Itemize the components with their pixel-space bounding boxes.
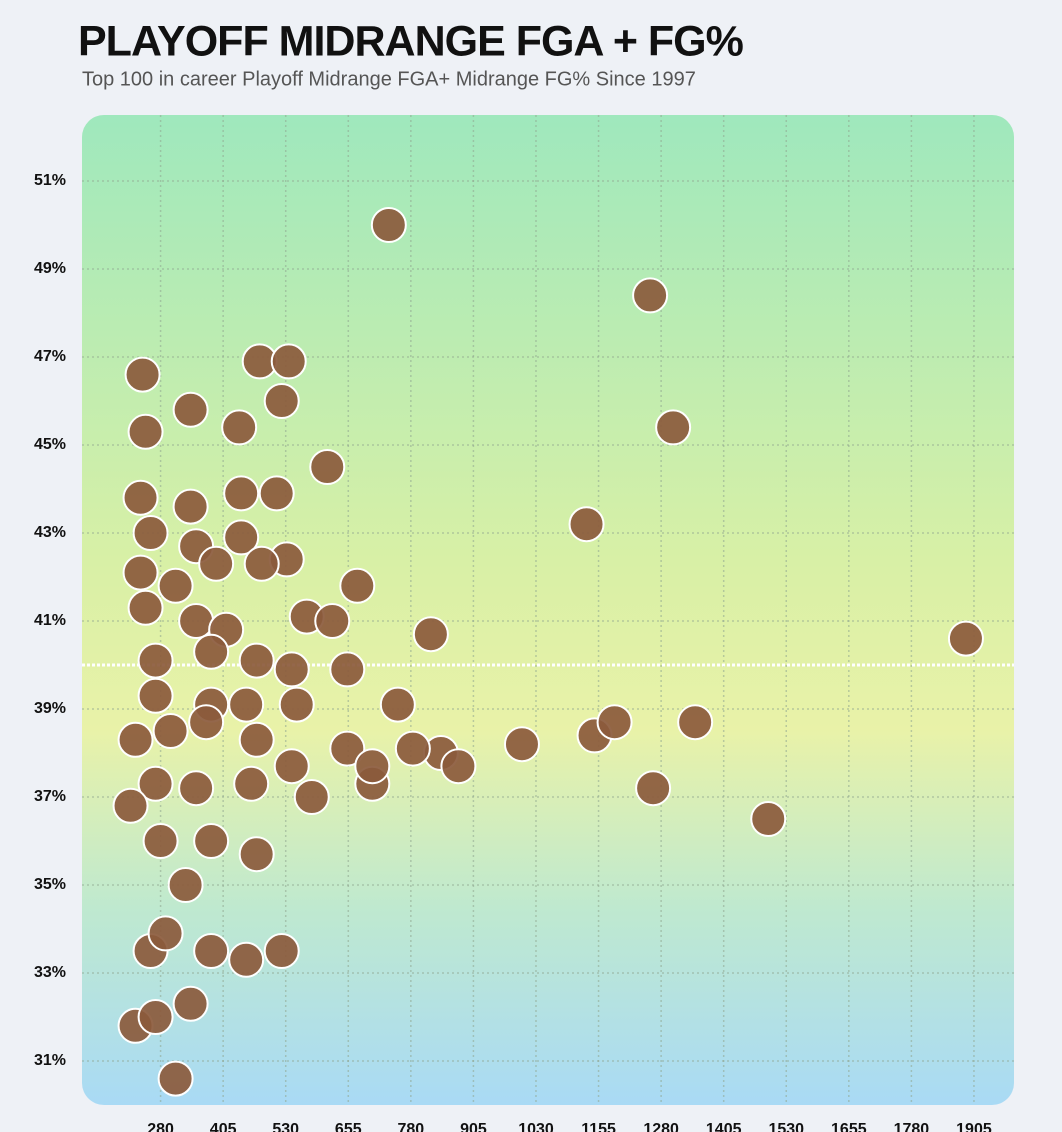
player-point: [677, 704, 714, 741]
chart-subtitle: Top 100 in career Playoff Midrange FGA+ …: [82, 68, 696, 90]
y-tick-label: 31%: [34, 1052, 66, 1069]
player-point: [655, 409, 692, 446]
player-point: [273, 651, 310, 688]
player-point: [157, 1060, 194, 1097]
player-point: [172, 985, 209, 1022]
x-tick-label: 405: [210, 1121, 237, 1132]
player-point: [137, 677, 174, 714]
player-point: [172, 488, 209, 525]
player-point: [309, 449, 346, 485]
player-point: [233, 765, 270, 802]
player-point: [223, 519, 260, 556]
player-point: [167, 867, 204, 903]
player-point: [124, 356, 161, 393]
player-point: [127, 413, 164, 450]
player-point: [193, 933, 230, 969]
player-point: [198, 545, 235, 582]
player-point: [137, 765, 174, 802]
player-point: [228, 686, 265, 723]
player-point: [221, 409, 258, 446]
player-point: [117, 721, 154, 758]
x-tick-label: 1405: [706, 1121, 742, 1132]
player-point: [947, 620, 984, 657]
y-tick-label: 45%: [34, 436, 66, 453]
player-point: [596, 704, 633, 741]
player-point: [314, 603, 351, 639]
chart-title: PLAYOFF MIDRANGE FGA + FG%: [78, 17, 744, 65]
player-point: [137, 999, 174, 1035]
player-point: [228, 941, 265, 978]
y-tick-label: 47%: [34, 348, 66, 365]
player-point: [750, 801, 787, 837]
x-tick-label: 1280: [643, 1121, 679, 1132]
player-point: [329, 651, 366, 688]
player-point: [270, 343, 307, 380]
player-point: [142, 823, 179, 859]
x-tick-label: 1905: [956, 1121, 992, 1132]
player-point: [172, 391, 209, 428]
x-tick-label: 1530: [768, 1121, 804, 1132]
player-point: [157, 567, 194, 604]
player-point: [339, 567, 376, 604]
player-point: [243, 545, 280, 582]
player-point: [354, 748, 391, 785]
player-point: [503, 726, 540, 763]
y-tick-label: 41%: [34, 612, 66, 629]
player-point: [263, 933, 300, 969]
player-point: [193, 633, 230, 670]
player-point: [238, 642, 275, 679]
player-point: [293, 779, 330, 815]
player-point: [440, 748, 477, 785]
y-tick-label: 33%: [34, 964, 66, 981]
player-point: [394, 730, 431, 767]
y-tick-label: 39%: [34, 700, 66, 717]
player-point: [122, 554, 159, 591]
player-point: [132, 515, 169, 551]
y-tick-label: 51%: [34, 172, 66, 189]
player-point: [152, 713, 189, 749]
player-point: [178, 770, 215, 807]
player-point: [147, 915, 184, 952]
y-tick-label: 35%: [34, 876, 66, 893]
x-tick-label: 780: [398, 1121, 425, 1132]
y-tick-label: 37%: [34, 788, 66, 805]
player-point: [370, 207, 407, 243]
player-point: [127, 589, 164, 626]
x-tick-label: 530: [272, 1121, 299, 1132]
player-point: [632, 277, 669, 314]
player-point: [278, 686, 315, 723]
player-point: [193, 823, 230, 859]
player-point: [188, 704, 225, 741]
player-point: [223, 475, 260, 512]
x-tick-label: 280: [147, 1121, 174, 1132]
x-tick-label: 1155: [581, 1121, 616, 1132]
player-point: [137, 642, 174, 679]
player-point: [238, 721, 275, 758]
player-point: [178, 603, 215, 639]
x-tick-label: 655: [335, 1121, 362, 1132]
player-point: [258, 475, 295, 512]
x-tick-label: 905: [460, 1121, 487, 1132]
x-tick-label: 1780: [894, 1121, 930, 1132]
player-point: [238, 836, 275, 873]
player-point: [273, 748, 310, 785]
player-point: [568, 506, 605, 543]
player-point: [379, 686, 416, 723]
player-point: [329, 730, 366, 767]
x-tick-label: 1655: [831, 1121, 867, 1132]
player-point: [263, 383, 300, 419]
y-tick-label: 43%: [34, 524, 66, 541]
plot-area: [82, 115, 1014, 1105]
player-point: [122, 479, 159, 516]
player-point: [412, 616, 449, 653]
x-tick-label: 1030: [518, 1121, 554, 1132]
player-point: [635, 770, 672, 807]
y-tick-label: 49%: [34, 260, 66, 277]
player-point: [112, 787, 149, 824]
